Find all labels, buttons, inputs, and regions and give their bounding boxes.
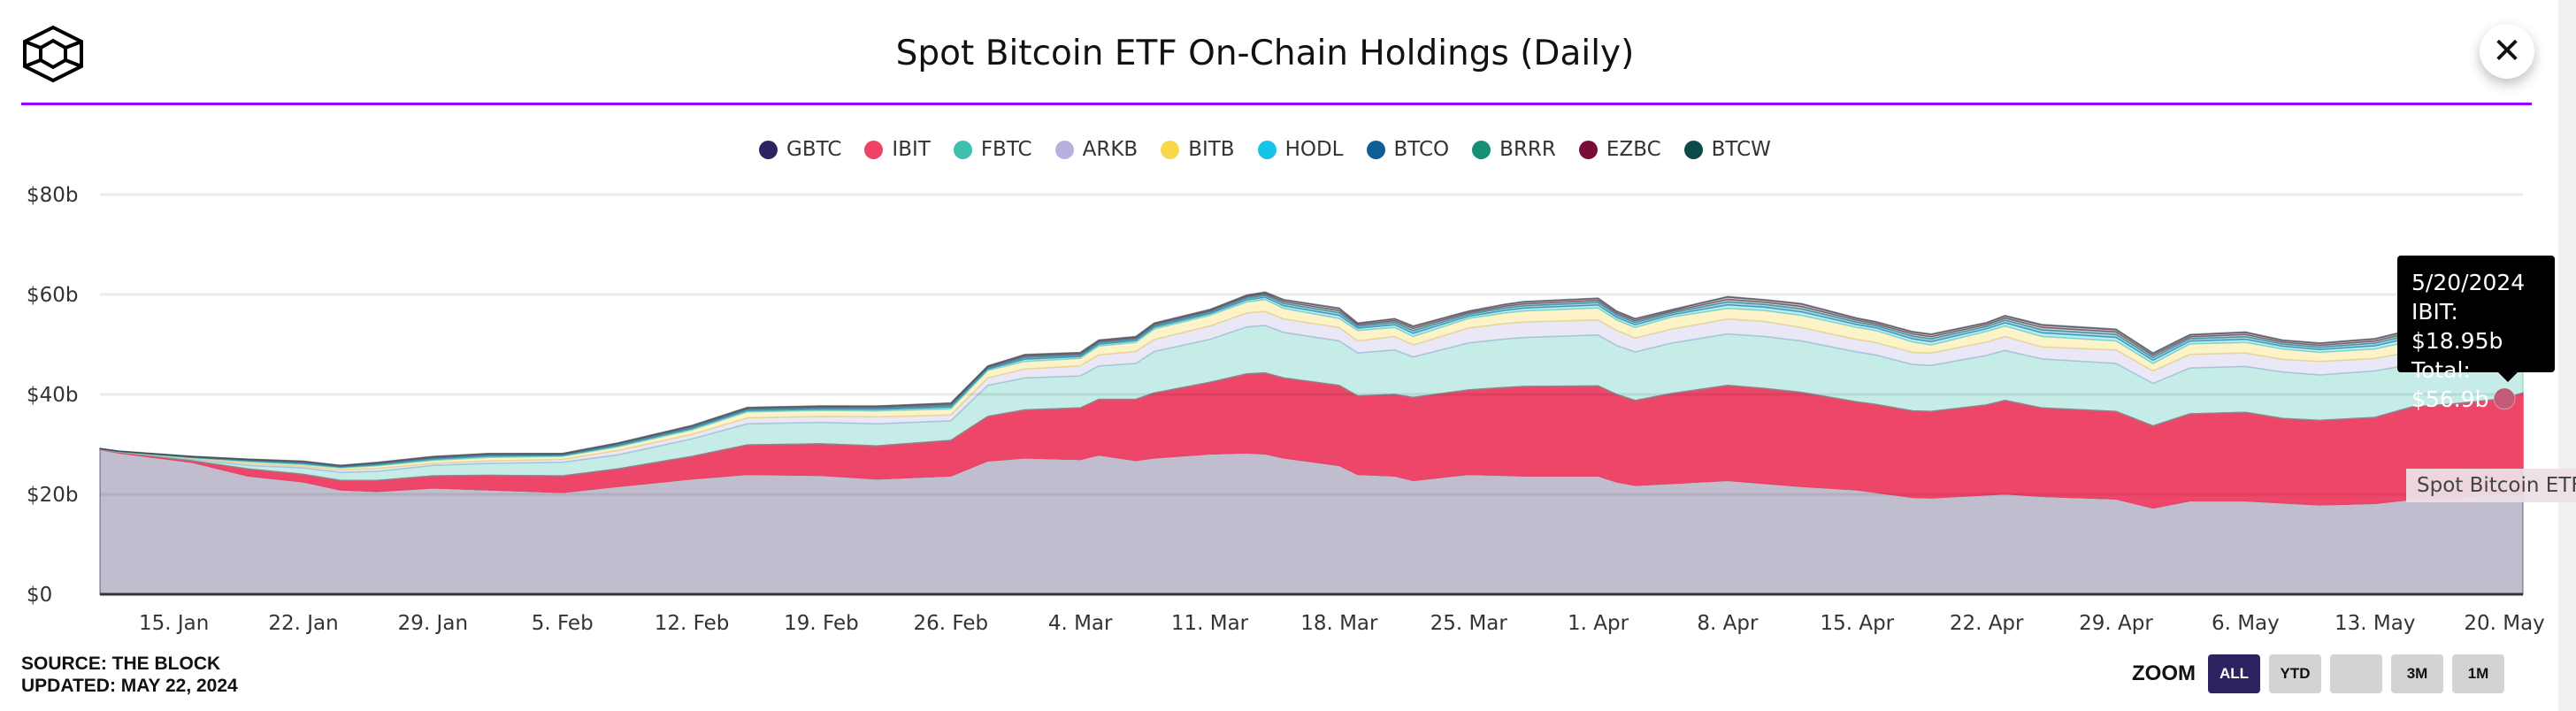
tooltip-date: 5/20/2024 [2411, 270, 2526, 295]
x-tick-label: 12. Feb [655, 612, 730, 635]
series-hover-label: Spot Bitcoin ETF [2406, 469, 2576, 502]
legend-marker-icon [864, 140, 884, 159]
legend-marker-icon [1366, 140, 1385, 159]
legend-marker-icon [953, 140, 972, 159]
updated-text: UPDATED: MAY 22, 2024 [21, 676, 238, 696]
x-tick-label: 5. Feb [532, 612, 594, 635]
legend-item-ibit[interactable]: IBIT [864, 138, 931, 161]
x-tick-label: 15. Jan [139, 612, 209, 635]
legend-item-ezbc[interactable]: EZBC [1578, 138, 1661, 161]
x-tick-label: 8. Apr [1697, 612, 1759, 635]
area-fbtc [99, 325, 2524, 481]
legend-item-bitb[interactable]: BITB [1161, 138, 1235, 161]
x-tick-label: 20. May [2464, 612, 2544, 635]
y-tick-label: $20b [27, 484, 79, 507]
x-tick-label: 22. Apr [1950, 612, 2024, 635]
header-divider [21, 103, 2532, 105]
x-tick-label: 11. Mar [1171, 612, 1249, 635]
legend-item-gbtc[interactable]: GBTC [759, 138, 841, 161]
legend-marker-icon [1683, 140, 1703, 159]
zoom-3m-button[interactable]: 3M [2391, 654, 2443, 693]
close-x-icon: ✕ [2492, 31, 2522, 72]
zoom-controls: ZOOM ALL YTD 3M 1M [2132, 654, 2504, 693]
y-tick-label: $40b [27, 384, 79, 407]
chart-tooltip: 5/20/2024 IBIT: $18.95b Total: $56.9b [2397, 256, 2555, 412]
legend-label: IBIT [892, 138, 931, 161]
legend-item-hodl[interactable]: HODL [1257, 138, 1344, 161]
zoom-label: ZOOM [2132, 661, 2196, 685]
hover-point-marker [2493, 387, 2516, 410]
legend-item-btco[interactable]: BTCO [1366, 138, 1450, 161]
legend-item-arkb[interactable]: ARKB [1054, 138, 1138, 161]
legend-marker-icon [1054, 140, 1074, 159]
x-tick-label: 26. Feb [913, 612, 988, 635]
y-tick-label: $60b [27, 284, 79, 307]
tooltip-total-value: Total: $56.9b [2411, 357, 2489, 412]
legend-label: BTCW [1711, 138, 1771, 161]
chart-title: Spot Bitcoin ETF On-Chain Holdings (Dail… [895, 34, 1635, 73]
x-tick-label: 4. Mar [1048, 612, 1113, 635]
source-note: SOURCE: THE BLOCK UPDATED: MAY 22, 2024 [21, 653, 238, 697]
legend-label: BTCO [1393, 138, 1450, 161]
x-tick-label: 19. Feb [784, 612, 859, 635]
x-tick-label: 1. Apr [1568, 612, 1629, 635]
chart-legend: GBTC IBIT FBTC ARKB BITB HODL BTCO BRRR EZBC BTCW [0, 138, 2530, 161]
x-tick-label: 15. Apr [1820, 612, 1894, 635]
x-tick-label: 22. Jan [268, 612, 338, 635]
x-tick-label: 18. Mar [1300, 612, 1378, 635]
legend-item-brrr[interactable]: BRRR [1472, 138, 1556, 161]
legend-label: ARKB [1082, 138, 1138, 161]
legend-item-btcw[interactable]: BTCW [1683, 138, 1771, 161]
legend-marker-icon [1578, 140, 1598, 159]
legend-marker-icon [1257, 140, 1276, 159]
legend-label: HODL [1284, 138, 1344, 161]
cube-logo-icon [23, 25, 83, 83]
close-button[interactable]: ✕ [2480, 24, 2534, 79]
legend-item-fbtc[interactable]: FBTC [953, 138, 1032, 161]
y-tick-label: $0 [27, 584, 52, 607]
legend-label: EZBC [1606, 138, 1661, 161]
zoom-blank-button[interactable] [2330, 654, 2382, 693]
tooltip-ibit-value: IBIT: $18.95b [2411, 299, 2503, 354]
legend-label: GBTC [786, 138, 842, 161]
x-tick-label: 29. Jan [398, 612, 468, 635]
legend-label: FBTC [980, 138, 1032, 161]
stacked-area-chart: $0 $20b $40b $60b $80b 15. Jan 22. Jan 29. Jan 5… [27, 184, 2545, 635]
legend-marker-icon [1472, 140, 1491, 159]
zoom-ytd-button[interactable]: YTD [2269, 654, 2321, 693]
legend-label: BITB [1188, 138, 1235, 161]
x-tick-label: 13. May [2334, 612, 2415, 635]
zoom-1m-button[interactable]: 1M [2452, 654, 2504, 693]
y-tick-label: $80b [27, 184, 79, 207]
legend-label: BRRR [1499, 138, 1556, 161]
x-tick-label: 6. May [2212, 612, 2280, 635]
legend-marker-icon [1161, 140, 1180, 159]
x-tick-label: 25. Mar [1430, 612, 1508, 635]
source-text: SOURCE: THE BLOCK [21, 654, 221, 674]
page-scrollbar[interactable] [2558, 0, 2576, 711]
x-tick-label: 29. Apr [2079, 612, 2153, 635]
zoom-all-button[interactable]: ALL [2208, 654, 2260, 693]
legend-marker-icon [759, 140, 778, 159]
